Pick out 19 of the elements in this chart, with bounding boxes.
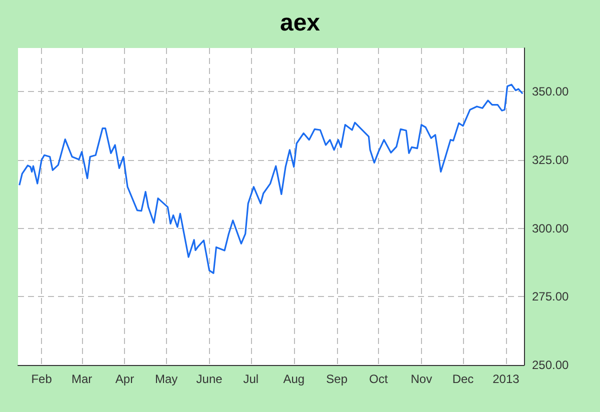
y-tick-label: 275.00: [532, 290, 570, 304]
x-tick-label: Jul: [243, 372, 259, 386]
x-tick-label: Feb: [31, 372, 52, 386]
y-tick-label: 300.00: [532, 221, 570, 236]
chart-title: aex: [280, 10, 321, 36]
y-tick-label: 350.00: [532, 84, 570, 99]
x-tick-label: Aug: [283, 372, 305, 386]
x-tick-label: Mar: [71, 372, 92, 386]
x-tick-label: June: [196, 372, 223, 386]
x-tick-label: 2013: [492, 372, 520, 386]
x-tick-label: Dec: [452, 372, 474, 386]
x-tick-label: Nov: [410, 372, 432, 386]
line-series: [18, 84, 524, 274]
x-tick-label: Sep: [326, 372, 348, 386]
y-tick-label: 250.00: [532, 358, 570, 372]
y-tick-label: 325.00: [532, 153, 570, 168]
x-tick-label: May: [155, 372, 178, 386]
x-tick-label: Oct: [369, 372, 388, 386]
x-tick-label: Apr: [115, 372, 134, 386]
